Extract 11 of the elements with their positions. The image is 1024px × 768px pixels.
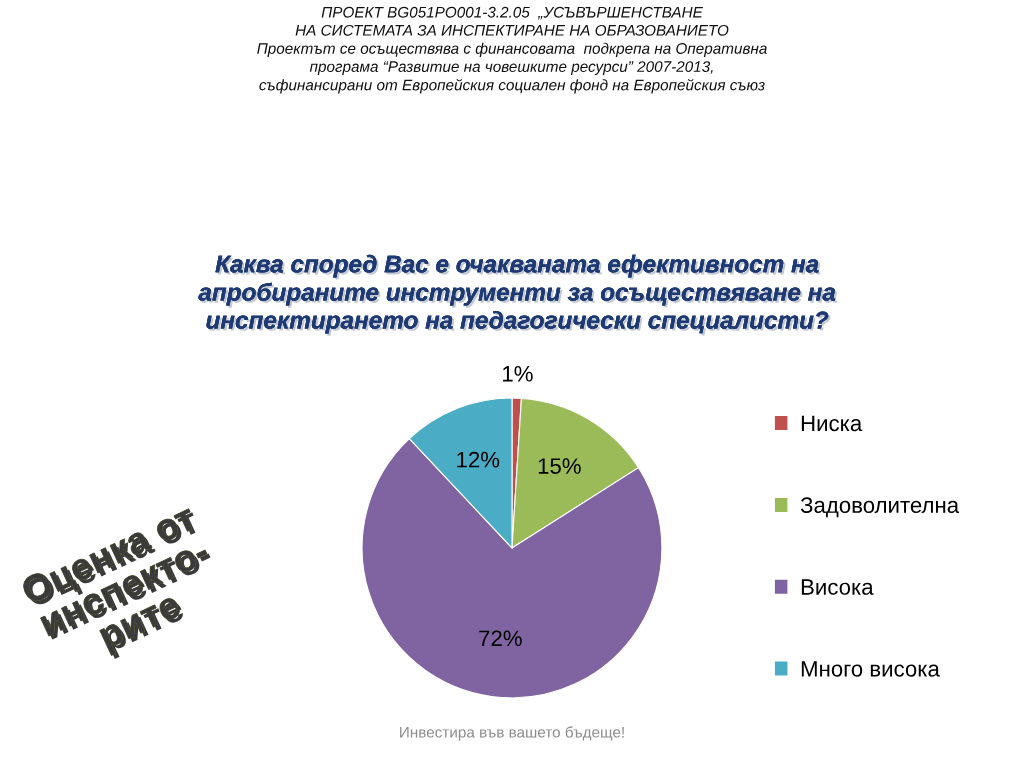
legend-label: Много висока xyxy=(801,661,940,677)
data-label: 1% xyxy=(503,365,533,382)
legend-label: Ниска xyxy=(801,415,863,432)
data-label: 12% xyxy=(457,451,500,468)
text: ПРОЕКТ BG051PO001-3.2.05 „УСЪВЪРШЕНСТВАНЕ НА СИСТЕМАТА ЗА ИНСПЕКТИРАНЕ НА ОБРАЗОВАНИЕТО Проектът се осъществява с финансовата подкрепа на Оперативна програма “Развитие на човешките ресурси” 2007-2013, съфинансирани от Европейския социален фонд на Европейския съюз xyxy=(257,6,767,94)
legend-label: Висока xyxy=(801,579,874,595)
data-label: 72% xyxy=(479,630,522,647)
text: Инвестира във вашето бъдеще! xyxy=(400,726,624,741)
legend-label: Задоволителна xyxy=(800,497,960,518)
chart-title: Каква според Вас е очакваната ефективност на апробираните инструменти за осъществяване на инспектирането на педагогически специалисти? xyxy=(198,254,838,336)
data-label: 15% xyxy=(538,458,581,474)
